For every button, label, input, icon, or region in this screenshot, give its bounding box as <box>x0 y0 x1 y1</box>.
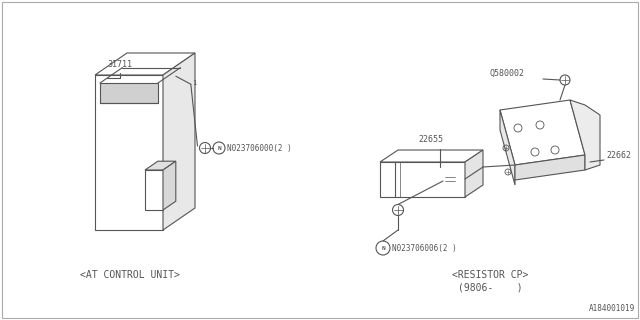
Text: A184001019: A184001019 <box>589 304 635 313</box>
Text: <AT CONTROL UNIT>: <AT CONTROL UNIT> <box>80 270 180 280</box>
Polygon shape <box>500 110 515 185</box>
Text: 31711: 31711 <box>107 60 132 69</box>
Polygon shape <box>380 162 465 197</box>
Polygon shape <box>145 170 163 210</box>
Text: (9806-    ): (9806- ) <box>458 282 522 292</box>
Text: N023706000(2 ): N023706000(2 ) <box>227 144 292 153</box>
Text: N: N <box>217 146 221 151</box>
Text: <RESISTOR CP>: <RESISTOR CP> <box>452 270 528 280</box>
Polygon shape <box>163 53 195 230</box>
Text: 1: 1 <box>192 80 196 86</box>
Text: 22662: 22662 <box>606 151 631 160</box>
Polygon shape <box>163 161 176 210</box>
Polygon shape <box>100 83 158 103</box>
Polygon shape <box>465 150 483 197</box>
Polygon shape <box>570 100 600 170</box>
Text: 22655: 22655 <box>418 135 443 144</box>
Polygon shape <box>380 150 483 162</box>
Polygon shape <box>145 161 176 170</box>
Polygon shape <box>515 155 585 180</box>
Text: N: N <box>381 246 385 251</box>
Text: N023706006(2 ): N023706006(2 ) <box>392 244 457 253</box>
Polygon shape <box>95 75 163 230</box>
Text: Q580002: Q580002 <box>490 69 525 78</box>
Polygon shape <box>95 53 195 75</box>
Polygon shape <box>500 100 585 165</box>
